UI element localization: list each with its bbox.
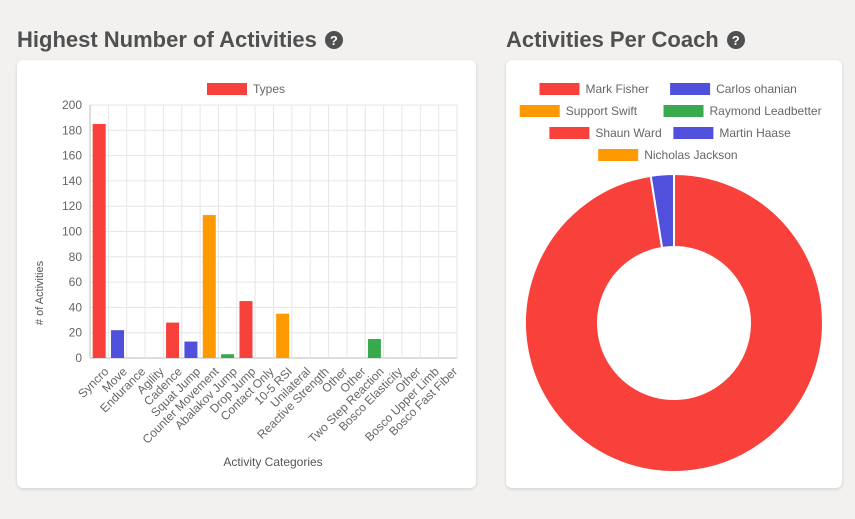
legend-label: Mark Fisher [586,82,649,96]
y-tick-label: 180 [62,123,82,137]
bar[interactable] [367,339,381,358]
legend-swatch [519,105,560,117]
legend-swatch [670,83,711,95]
legend-swatch [673,127,714,139]
bar[interactable] [184,341,198,358]
bar-chart-bars [92,123,381,358]
legend-item[interactable]: Support Swift [519,104,638,118]
bar-chart-y-ticks: 0 20 40 60 80 100 120 140 160 180 200 [62,98,82,365]
question-circle-icon[interactable]: ? [726,31,745,49]
doughnut-slice[interactable] [524,172,824,473]
legend-label: Martin Haase [719,126,791,140]
doughnut-chart-heading: Activities Per Coach ? [506,27,745,53]
legend-item[interactable]: Martin Haase [673,126,791,140]
y-axis-label: # of Activities [34,260,46,325]
x-axis-label: Activity Categories [223,455,322,469]
legend-item[interactable]: Mark Fisher [539,82,649,96]
bar[interactable] [221,354,235,358]
doughnut-chart: Mark Fisher Carlos ohanian Support Swift Ra… [519,82,824,473]
legend-swatch [207,83,247,95]
legend-item[interactable]: Raymond Leadbetter [663,104,822,118]
bar-chart-title: Highest Number of Activities [17,27,317,52]
legend-label: Shaun Ward [595,126,661,140]
legend-item[interactable]: Shaun Ward [549,126,662,140]
legend-label: Types [253,82,285,96]
y-tick-label: 140 [62,174,82,188]
bar[interactable] [111,330,125,358]
legend-label: Nicholas Jackson [644,148,737,162]
legend-label: Support Swift [566,104,638,118]
legend-swatch [539,83,580,95]
y-tick-label: 120 [62,199,82,213]
doughnut-chart-card: Mark Fisher Carlos ohanian Support Swift Ra… [506,60,842,488]
bar-chart-heading: Highest Number of Activities ? [17,27,343,53]
bar[interactable] [276,313,290,358]
bar-chart-grid [89,104,458,359]
y-tick-label: 160 [62,149,82,163]
y-tick-label: 80 [69,250,83,264]
legend-item[interactable]: Carlos ohanian [670,82,797,96]
doughnut-chart-title: Activities Per Coach [506,27,719,52]
bar-chart-legend[interactable]: Types [207,82,285,96]
y-tick-label: 200 [62,98,82,112]
legend-swatch [549,127,590,139]
legend-item[interactable]: Nicholas Jackson [598,148,738,162]
doughnut-chart-legend: Mark Fisher Carlos ohanian Support Swift Ra… [519,82,822,162]
y-tick-label: 20 [69,326,83,340]
doughnut-slice[interactable] [649,172,675,250]
legend-label: Carlos ohanian [716,82,797,96]
y-tick-label: 40 [69,300,83,314]
y-tick-label: 100 [62,225,82,239]
bar[interactable] [202,215,216,358]
legend-label: Raymond Leadbetter [710,104,822,118]
y-tick-label: 60 [69,275,83,289]
legend-swatch [663,105,704,117]
legend-swatch [598,149,639,161]
bar[interactable] [239,301,253,358]
bar[interactable] [92,123,106,358]
bar[interactable] [166,322,180,358]
y-tick-label: 0 [75,351,82,365]
bar-chart: 0 20 40 60 80 100 120 140 160 180 200 SyncroMoveEn… [34,82,460,469]
doughnut-chart-slices [524,172,824,473]
question-circle-icon[interactable]: ? [324,31,343,49]
bar-chart-card: 0 20 40 60 80 100 120 140 160 180 200 Syncro Move En… [17,60,476,488]
